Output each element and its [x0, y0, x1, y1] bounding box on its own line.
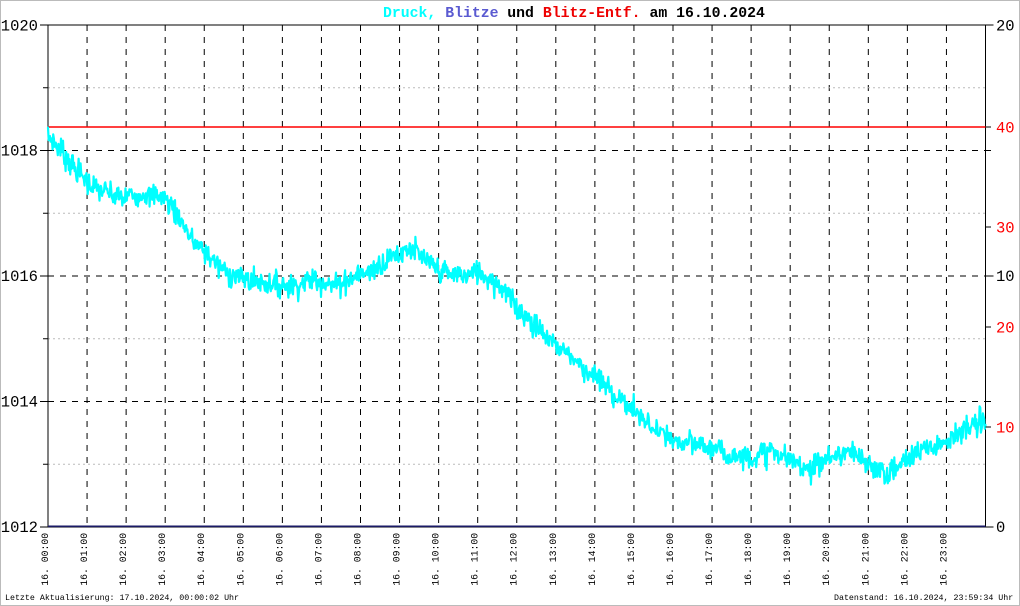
svg-text:1020: 1020	[1, 18, 38, 36]
svg-text:1012: 1012	[1, 519, 38, 537]
svg-text:20: 20	[996, 320, 1015, 338]
svg-text:Druck,: Druck,	[383, 6, 436, 22]
svg-text:40: 40	[996, 120, 1015, 138]
svg-text:10: 10	[996, 268, 1015, 286]
svg-text:und: und	[507, 6, 534, 22]
svg-text:am 16.10.2024: am 16.10.2024	[650, 6, 766, 22]
svg-text:10: 10	[996, 420, 1015, 438]
svg-text:20: 20	[996, 18, 1015, 36]
svg-text:1016: 1016	[1, 268, 38, 286]
svg-text:1018: 1018	[1, 143, 38, 161]
svg-text:Blitz-Entf.: Blitz-Entf.	[543, 6, 641, 22]
svg-text:1014: 1014	[1, 394, 38, 412]
svg-text:Blitze: Blitze	[445, 6, 498, 22]
svg-text:0: 0	[996, 519, 1005, 537]
svg-text:30: 30	[996, 220, 1015, 238]
